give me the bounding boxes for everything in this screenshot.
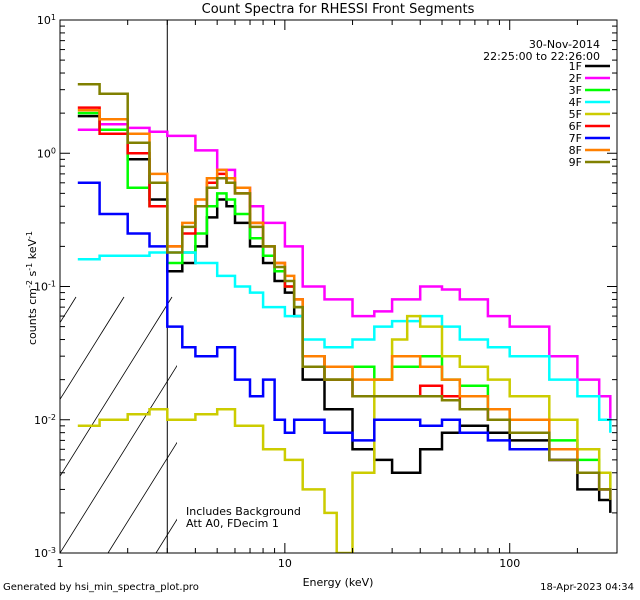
hatch-line (492, 297, 640, 553)
legend-label-3F: 3F (569, 84, 582, 97)
legend-label-9F: 9F (569, 156, 582, 169)
legend-label-2F: 2F (569, 72, 582, 85)
series-7F (77, 181, 612, 500)
note-background: Includes Background (186, 505, 301, 518)
hatch-line (540, 297, 640, 553)
series-9F (77, 82, 612, 500)
series-4F (77, 251, 612, 433)
legend-label-8F: 8F (569, 144, 582, 157)
y-tick-label: 10-2 (34, 412, 56, 427)
hatch-line (636, 297, 640, 553)
axis-tick-labels: 1 10 100 10-3 10-2 10-1 100 101 (34, 13, 520, 571)
hatch-line (60, 365, 177, 553)
generated-by-label: Generated by hsi_min_spectra_plot.pro (3, 582, 199, 593)
legend-label-6F: 6F (569, 120, 582, 133)
legend-label-1F: 1F (569, 60, 582, 73)
y-tick-label: 10-1 (34, 279, 56, 294)
y-tick-label: 101 (37, 13, 56, 28)
hatch-line (60, 296, 125, 401)
date-label: 30-Nov-2014 (529, 38, 600, 51)
y-tick-label: 10-3 (34, 546, 56, 561)
hatch-line (107, 441, 177, 553)
x-axis-label: Energy (keV) (303, 576, 374, 589)
legend-label-7F: 7F (569, 132, 582, 145)
note-attenuator: Att A0, FDecim 1 (186, 517, 279, 530)
series-1F (77, 114, 612, 513)
hatch-line (588, 297, 640, 553)
legend-label-5F: 5F (569, 108, 582, 121)
hatch-line (0, 297, 28, 553)
series-layer (77, 82, 612, 553)
y-axis-label: counts cm-2 s-1 keV-1 (25, 231, 40, 345)
series-5F (77, 314, 612, 553)
x-tick-label: 10 (278, 557, 292, 570)
plot-frame (59, 19, 618, 554)
timestamp-label: 18-Apr-2023 04:34 (540, 582, 634, 593)
chart-title: Count Spectra for RHESSI Front Segments (202, 2, 475, 17)
series-2F (77, 123, 612, 420)
y-tick-label: 100 (37, 146, 56, 161)
x-tick-label: 100 (499, 557, 520, 570)
time-range-label: 22:25:00 to 22:26:00 (483, 50, 600, 63)
legend-label-4F: 4F (569, 96, 582, 109)
x-tick-label: 1 (57, 557, 64, 570)
axis-ticks (59, 20, 618, 554)
